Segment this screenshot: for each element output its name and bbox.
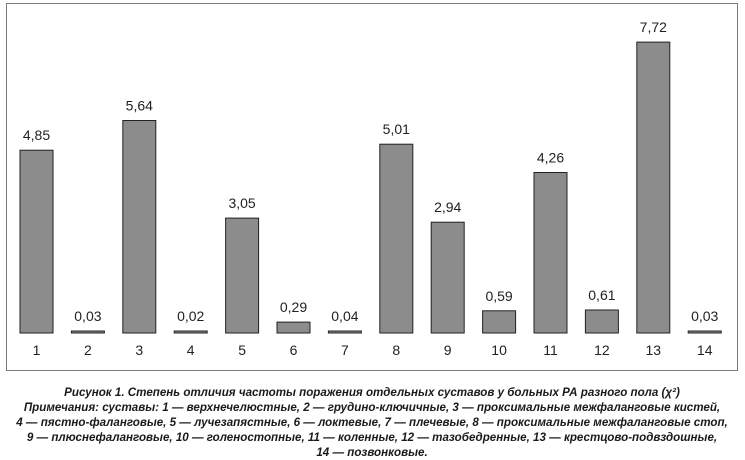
x-tick-label-10: 10: [491, 342, 507, 358]
bar-chart: 4,85 1 0,03 2 5,64 3 0,02 4 3,05 5 0,29 6 0,04 7 5,01 8…: [19, 19, 722, 358]
bar-6: [276, 321, 311, 334]
chart-frame: 4,85 1 0,03 2 5,64 3 0,02 4 3,05 5 0,29 6 0,04 7 5,01 8…: [6, 3, 738, 371]
bar-12: [584, 309, 619, 334]
bar-2: [70, 330, 105, 334]
x-tick-label-5: 5: [238, 342, 246, 358]
bar-9: [430, 221, 465, 334]
x-tick-label-13: 13: [646, 342, 662, 358]
bar-4: [173, 330, 208, 334]
value-label-12: 0,61: [588, 287, 615, 303]
bar-8: [379, 143, 414, 334]
bar-14: [687, 330, 722, 334]
x-tick-label-3: 3: [135, 342, 143, 358]
x-tick-label-6: 6: [290, 342, 298, 358]
value-label-14: 0,03: [691, 308, 718, 324]
value-label-7: 0,04: [331, 308, 358, 324]
bar-11: [533, 172, 568, 334]
value-label-10: 0,59: [485, 288, 512, 304]
bar-13: [636, 41, 671, 334]
figure-caption: Рисунок 1. Степень отличия частоты пораж…: [6, 385, 738, 460]
x-tick-label-14: 14: [697, 342, 713, 358]
value-label-11: 4,26: [537, 150, 564, 166]
value-label-13: 7,72: [640, 19, 667, 35]
x-tick-label-11: 11: [543, 342, 558, 358]
caption-note-line-2: 4 — пястно-фаланговые, 5 — лучезапястные…: [16, 416, 728, 429]
bar-3: [122, 120, 157, 334]
bar-10: [482, 310, 517, 334]
caption-note-line-4: 14 — позвонковые.: [316, 446, 428, 459]
value-label-4: 0,02: [177, 308, 204, 324]
x-tick-label-2: 2: [84, 342, 92, 358]
x-tick-label-8: 8: [392, 342, 400, 358]
bar-1: [19, 149, 54, 334]
x-tick-label-12: 12: [594, 342, 610, 358]
caption-note-line-1: Примечания: суставы: 1 — верхнечелюстные…: [23, 401, 721, 414]
value-label-9: 2,94: [434, 199, 461, 215]
caption-note-line-3: 9 — плюснефаланговые, 10 — голеностопные…: [26, 431, 718, 444]
x-tick-label-1: 1: [33, 342, 41, 358]
x-tick-label-7: 7: [341, 342, 349, 358]
value-label-8: 5,01: [383, 121, 410, 137]
value-label-6: 0,29: [280, 299, 307, 315]
value-label-2: 0,03: [74, 308, 101, 324]
bar-5: [225, 217, 260, 334]
bar-7: [327, 330, 362, 334]
x-tick-label-9: 9: [444, 342, 452, 358]
caption-title: Рисунок 1. Степень отличия частоты пораж…: [64, 386, 680, 399]
x-tick-label-4: 4: [187, 342, 195, 358]
value-label-5: 3,05: [228, 195, 255, 211]
value-label-1: 4,85: [23, 127, 50, 143]
value-label-3: 5,64: [126, 98, 153, 114]
